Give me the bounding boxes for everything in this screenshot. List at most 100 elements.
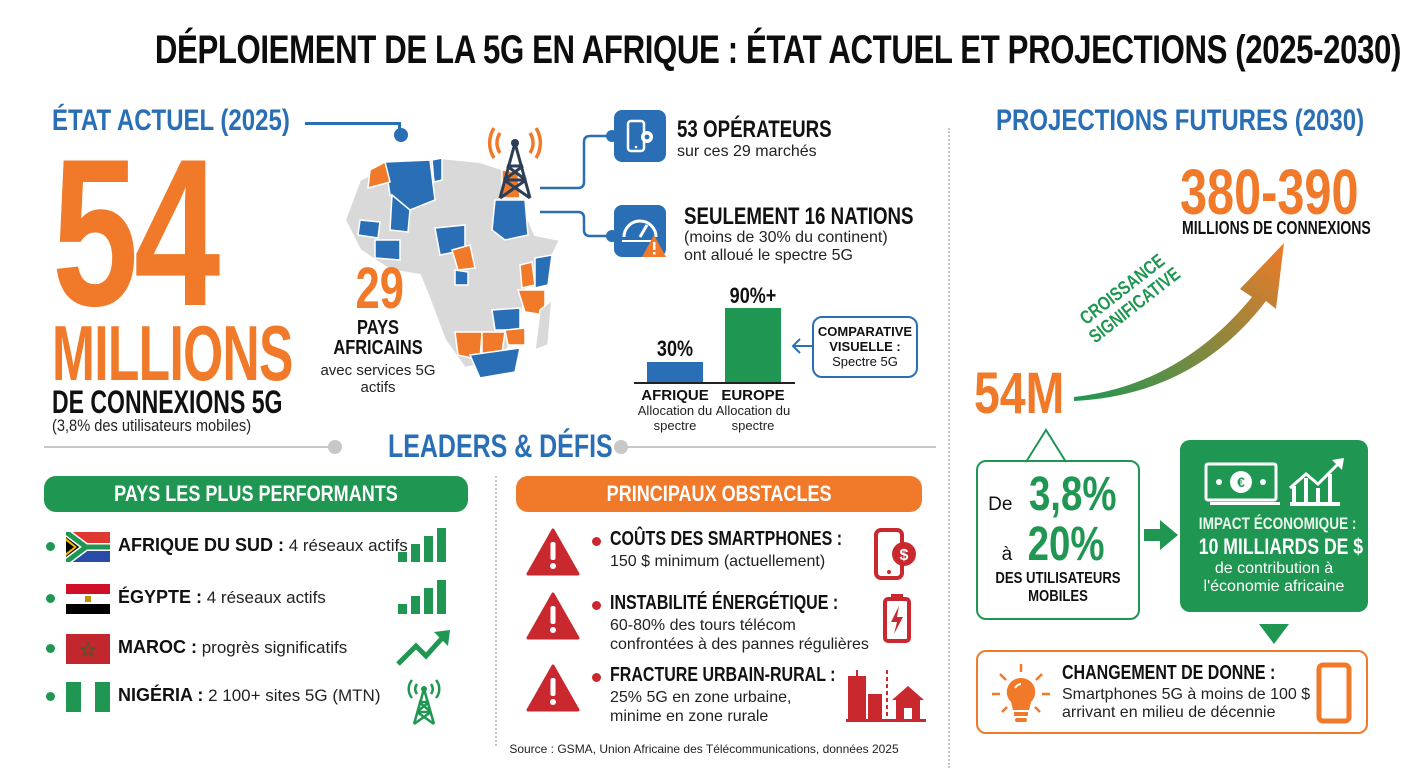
- share-prefix: à: [1001, 544, 1013, 565]
- nations-sub: (moins de 30% du continent): [684, 229, 888, 246]
- nations-sub: ont alloué le spectre 5G: [684, 247, 853, 264]
- divider: [626, 446, 936, 448]
- share-caption: DES UTILISATEURS MOBILES: [995, 570, 1121, 605]
- battery-bolt-icon: [883, 594, 911, 643]
- signal-bars-icon: [398, 528, 446, 562]
- arrow-right-icon: [1144, 520, 1178, 550]
- change-sub: arrivant en milieu de décennie: [1062, 704, 1276, 721]
- callout-sub: Spectre 5G: [832, 354, 898, 369]
- svg-text:$: $: [900, 547, 909, 564]
- obstacle-title: COÛTS DES SMARTPHONES :: [610, 528, 843, 550]
- warning-icon: [526, 664, 580, 712]
- list-item: INSTABILITÉ ÉNERGÉTIQUE : 60-80% des tou…: [526, 592, 936, 672]
- big-connections-unit: MILLIONS: [52, 309, 293, 397]
- nations-title: SEULEMENT 16 NATIONS: [684, 203, 914, 230]
- obstacles-header: PRINCIPAUX OBSTACLES: [516, 476, 922, 512]
- obstacle-detail: 150 $ minimum (actuellement): [610, 553, 826, 570]
- countries-count: 29: [355, 256, 404, 321]
- bar-value-europe: 90%+: [729, 283, 777, 308]
- chart-axis: [634, 382, 795, 384]
- operators-title: 53 OPÉRATEURS: [677, 116, 832, 143]
- flag-egypt-icon: [66, 584, 110, 614]
- country-name: ÉGYPTE :: [118, 587, 203, 607]
- flag-south-africa-icon: [66, 532, 110, 562]
- bullet: [592, 601, 601, 610]
- warning-icon: [526, 528, 580, 576]
- cell-tower-icon: [407, 679, 441, 726]
- city-house-icon: [846, 670, 926, 722]
- game-changer-box: CHANGEMENT DE DONNE : Smartphones 5G à m…: [976, 650, 1368, 734]
- bar-value-africa: 30%: [656, 336, 694, 361]
- obstacle-detail: confrontées à des pannes régulières: [610, 636, 869, 653]
- obstacle-title: FRACTURE URBAIN-RURAL :: [610, 664, 836, 686]
- connector-dot: [394, 128, 408, 142]
- impact-value: 10 MILLIARDS DE $: [1198, 534, 1364, 559]
- obstacle-detail: 60-80% des tours télécom: [610, 617, 796, 634]
- projection-label: MILLIONS DE CONNEXIONS: [1182, 218, 1371, 238]
- obstacle-detail: minime en zone rurale: [610, 708, 769, 725]
- connections-caption: DE CONNEXIONS 5G: [52, 384, 283, 420]
- bullet: [46, 644, 55, 653]
- country-detail: progrès significatifs: [197, 638, 348, 657]
- bar-label-europe: EUROPE Allocation du spectre: [708, 388, 798, 433]
- countries-sublabel: avec services 5G actifs: [320, 362, 436, 396]
- divider-dot: [328, 440, 342, 454]
- bar-label-africa: AFRIQUE Allocation du spectre: [630, 388, 720, 433]
- country-detail: 4 réseaux actifs: [202, 588, 326, 607]
- user-share-box: De 3,8% à 20% DES UTILISATEURS MOBILES: [976, 460, 1140, 620]
- divider-dot: [614, 440, 628, 454]
- list-item: NIGÉRIA : 2 100+ sites 5G (MTN): [44, 676, 464, 726]
- page-title: DÉPLOIEMENT DE LA 5G EN AFRIQUE : ÉTAT A…: [154, 28, 1402, 72]
- section-heading-current: ÉTAT ACTUEL (2025): [52, 104, 290, 137]
- arrow-down-icon: [1259, 624, 1289, 644]
- header-label: PRINCIPAUX OBSTACLES: [606, 481, 832, 506]
- header-label: PAYS LES PLUS PERFORMANTS: [114, 481, 398, 506]
- bar-sub: Allocation du spectre: [715, 403, 791, 433]
- bullet: [46, 594, 55, 603]
- country-detail: 4 réseaux actifs: [284, 536, 408, 555]
- big-connections-number: 54: [52, 115, 220, 350]
- signal-bars-icon: [398, 580, 446, 614]
- bar-sub: Allocation du spectre: [637, 403, 713, 433]
- change-title: CHANGEMENT DE DONNE :: [1062, 662, 1276, 684]
- gauge-warning-icon: [614, 205, 666, 257]
- top-countries-header: PAYS LES PLUS PERFORMANTS: [44, 476, 468, 512]
- chevron-left-icon: [791, 338, 812, 354]
- impact-sub: de contribution à: [1214, 560, 1334, 577]
- warning-icon: [526, 592, 580, 640]
- country-name: AFRIQUE DU SUD :: [118, 535, 284, 555]
- phone-gear-icon: [614, 110, 666, 162]
- divider: [948, 128, 950, 768]
- flag-morocco-icon: [66, 634, 110, 664]
- bar-europe: [725, 308, 781, 382]
- bar-name: EUROPE: [721, 387, 785, 404]
- obstacle-detail: 25% 5G en zone urbaine,: [610, 689, 792, 706]
- bar-africa: [647, 362, 703, 382]
- bullet: [46, 692, 55, 701]
- smartphone-icon: [1316, 662, 1352, 724]
- share-prefix: De: [988, 494, 1013, 515]
- trend-up-icon: [396, 630, 450, 666]
- change-sub: Smartphones 5G à moins de 100 $: [1062, 686, 1311, 703]
- section-heading-projections: PROJECTIONS FUTURES (2030): [996, 104, 1365, 137]
- impact-title: IMPACT ÉCONOMIQUE :: [1198, 514, 1357, 533]
- connections-subcaption: (3,8% des utilisateurs mobiles): [52, 416, 252, 435]
- list-item: AFRIQUE DU SUD : 4 réseaux actifs: [44, 526, 464, 566]
- projection-value: 380-390: [1180, 156, 1359, 228]
- source-note: Source : GSMA, Union Africaine des Téléc…: [509, 742, 899, 756]
- divider: [44, 446, 334, 448]
- country-name: MAROC :: [118, 637, 197, 657]
- list-item: MAROC : progrès significatifs: [44, 628, 464, 668]
- list-item: COÛTS DES SMARTPHONES : 150 $ minimum (a…: [526, 528, 936, 608]
- bullet: [46, 542, 55, 551]
- flag-nigeria-icon: [66, 682, 110, 712]
- list-item: FRACTURE URBAIN-RURAL : 25% 5G en zone u…: [526, 664, 936, 744]
- divider: [495, 476, 497, 746]
- africa-map-icon: [343, 156, 562, 379]
- callout-pointer: [1025, 428, 1067, 464]
- comparison-callout: COMPARATIVE VISUELLE : Spectre 5G: [812, 316, 918, 378]
- obstacle-title: INSTABILITÉ ÉNERGÉTIQUE :: [610, 592, 839, 614]
- svg-text:€: €: [1237, 474, 1245, 490]
- share-from: 3,8%: [1029, 468, 1117, 521]
- connector-line: [540, 130, 618, 242]
